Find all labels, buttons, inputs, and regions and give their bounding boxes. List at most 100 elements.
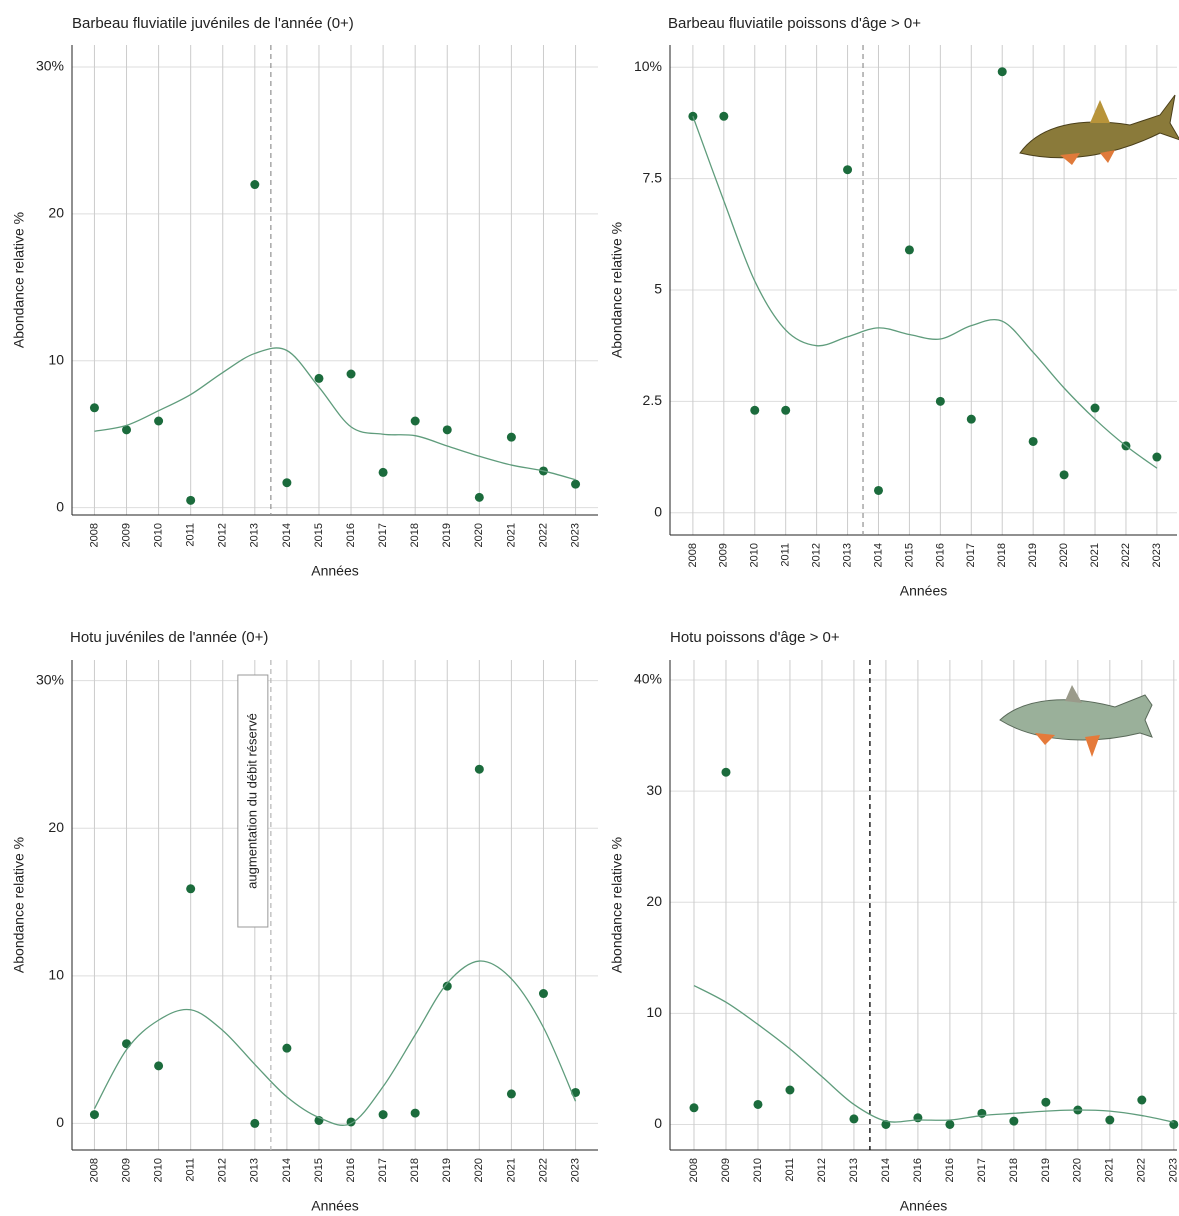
x-tick-label: 2013 [848, 1158, 860, 1182]
y-tick-label: 0 [654, 503, 662, 519]
panel-title: Hotu juvéniles de l'année (0+) [70, 629, 268, 646]
y-tick-label: 0 [56, 1114, 64, 1130]
data-point [945, 1119, 955, 1129]
x-tick-label: 2023 [1168, 1158, 1179, 1182]
data-point [474, 492, 484, 502]
data-point [1105, 1115, 1115, 1125]
data-point [1090, 403, 1100, 413]
x-tick-label: 2011 [185, 1158, 197, 1182]
data-point [571, 479, 581, 489]
x-tick-label: 2009 [120, 523, 132, 547]
data-point [997, 67, 1007, 77]
data-point [849, 1114, 859, 1124]
x-tick-label: 2012 [217, 523, 229, 547]
data-point [410, 416, 420, 426]
x-tick-label: 2017 [377, 1158, 389, 1182]
y-tick-label: 20 [48, 205, 64, 221]
x-tick-label: 2022 [1136, 1158, 1148, 1182]
x-tick-label: 2021 [505, 1158, 517, 1182]
data-point [474, 764, 484, 774]
data-point [913, 1113, 923, 1123]
data-point [378, 467, 388, 477]
x-axis-label: Années [900, 1198, 947, 1214]
y-tick-label: 0 [654, 1115, 662, 1131]
x-tick-label: 2022 [537, 523, 549, 547]
x-tick-label: 2014 [281, 523, 293, 547]
x-tick-label: 2012 [816, 1158, 828, 1182]
data-point [689, 1103, 699, 1113]
data-point [966, 414, 976, 424]
x-tick-label: 2014 [281, 1158, 293, 1182]
data-point [314, 373, 324, 383]
y-tick-label: 20 [646, 893, 662, 909]
x-tick-label: 2009 [718, 543, 730, 567]
data-point [1137, 1095, 1147, 1105]
panel-title: Barbeau fluviatile juvéniles de l'année … [72, 15, 354, 32]
x-tick-label: 2012 [217, 1158, 229, 1182]
x-tick-label: 2010 [153, 1158, 165, 1182]
y-tick-label: 10 [48, 967, 64, 983]
x-tick-label: 2020 [473, 1158, 485, 1182]
data-point [378, 1110, 388, 1120]
data-point [753, 1099, 763, 1109]
trend-line [94, 347, 576, 481]
x-tick-label: 2008 [88, 1158, 100, 1182]
data-point [442, 425, 452, 435]
y-tick-label: 30% [36, 671, 64, 687]
x-tick-label: 2019 [1027, 543, 1039, 567]
y-axis-label: Abondance relative % [11, 837, 27, 973]
x-tick-label: 2008 [687, 543, 699, 567]
data-point [186, 495, 196, 505]
y-tick-label: 10% [634, 58, 662, 74]
x-tick-label: 2016 [912, 1158, 924, 1182]
data-point [282, 478, 292, 488]
x-tick-label: 2021 [1089, 543, 1101, 567]
x-tick-label: 2018 [996, 543, 1008, 567]
data-point [538, 989, 548, 999]
annotation: augmentation du débit réservé [244, 713, 259, 889]
data-point [721, 767, 731, 777]
x-tick-label: 2010 [153, 523, 165, 547]
x-tick-label: 2016 [934, 543, 946, 567]
x-tick-label: 2013 [249, 1158, 261, 1182]
trend-line [692, 116, 1158, 469]
trend-line [93, 960, 577, 1126]
data-point [410, 1108, 420, 1118]
data-point [1152, 452, 1162, 462]
y-tick-label: 5 [654, 281, 662, 297]
x-tick-label: 2011 [780, 543, 792, 567]
annotation-box [237, 674, 269, 928]
data-point [719, 111, 729, 121]
x-tick-label: 2014 [880, 1158, 892, 1182]
panel-title: Barbeau fluviatile poissons d'âge > 0+ [668, 15, 921, 32]
x-tick-label: 2016 [944, 1158, 956, 1182]
x-tick-label: 2009 [120, 1158, 132, 1182]
x-tick-label: 2017 [976, 1158, 988, 1182]
y-axis-label: Abondance relative % [609, 222, 625, 358]
data-point [1059, 470, 1069, 480]
x-tick-label: 2011 [185, 523, 197, 547]
data-point [346, 369, 356, 379]
x-tick-label: 2017 [965, 543, 977, 567]
x-tick-label: 2019 [441, 523, 453, 547]
x-axis-label: Années [900, 583, 947, 599]
x-tick-label: 2016 [345, 1158, 357, 1182]
x-tick-label: 2018 [1008, 1158, 1020, 1182]
x-tick-label: 2019 [1040, 1158, 1052, 1182]
x-tick-label: 2021 [1104, 1158, 1116, 1182]
x-tick-label: 2022 [537, 1158, 549, 1182]
panel: Barbeau fluviatile juvéniles de l'année … [11, 15, 598, 579]
x-tick-label: 2023 [569, 1158, 581, 1182]
y-tick-label: 30% [36, 58, 64, 74]
x-tick-label: 2015 [903, 543, 915, 567]
data-point [935, 396, 945, 406]
data-point [1028, 436, 1038, 446]
data-point [154, 1061, 164, 1071]
panel-title: Hotu poissons d'âge > 0+ [670, 629, 840, 646]
data-point [89, 403, 99, 413]
data-point [186, 884, 196, 894]
trend-line [693, 984, 1174, 1123]
y-tick-label: 30 [646, 782, 662, 798]
fish-icon [999, 685, 1153, 757]
y-tick-label: 40% [634, 671, 662, 687]
